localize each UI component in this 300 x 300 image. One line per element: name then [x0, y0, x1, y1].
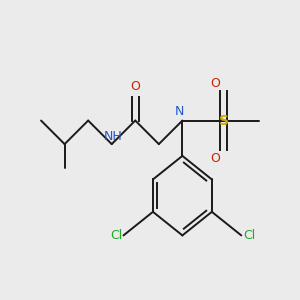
- Text: Cl: Cl: [243, 229, 255, 242]
- Text: N: N: [175, 105, 184, 118]
- Text: O: O: [210, 152, 220, 165]
- Text: S: S: [219, 114, 229, 128]
- Text: Cl: Cl: [110, 229, 122, 242]
- Text: O: O: [130, 80, 140, 94]
- Text: NH: NH: [104, 130, 123, 142]
- Text: O: O: [210, 76, 220, 90]
